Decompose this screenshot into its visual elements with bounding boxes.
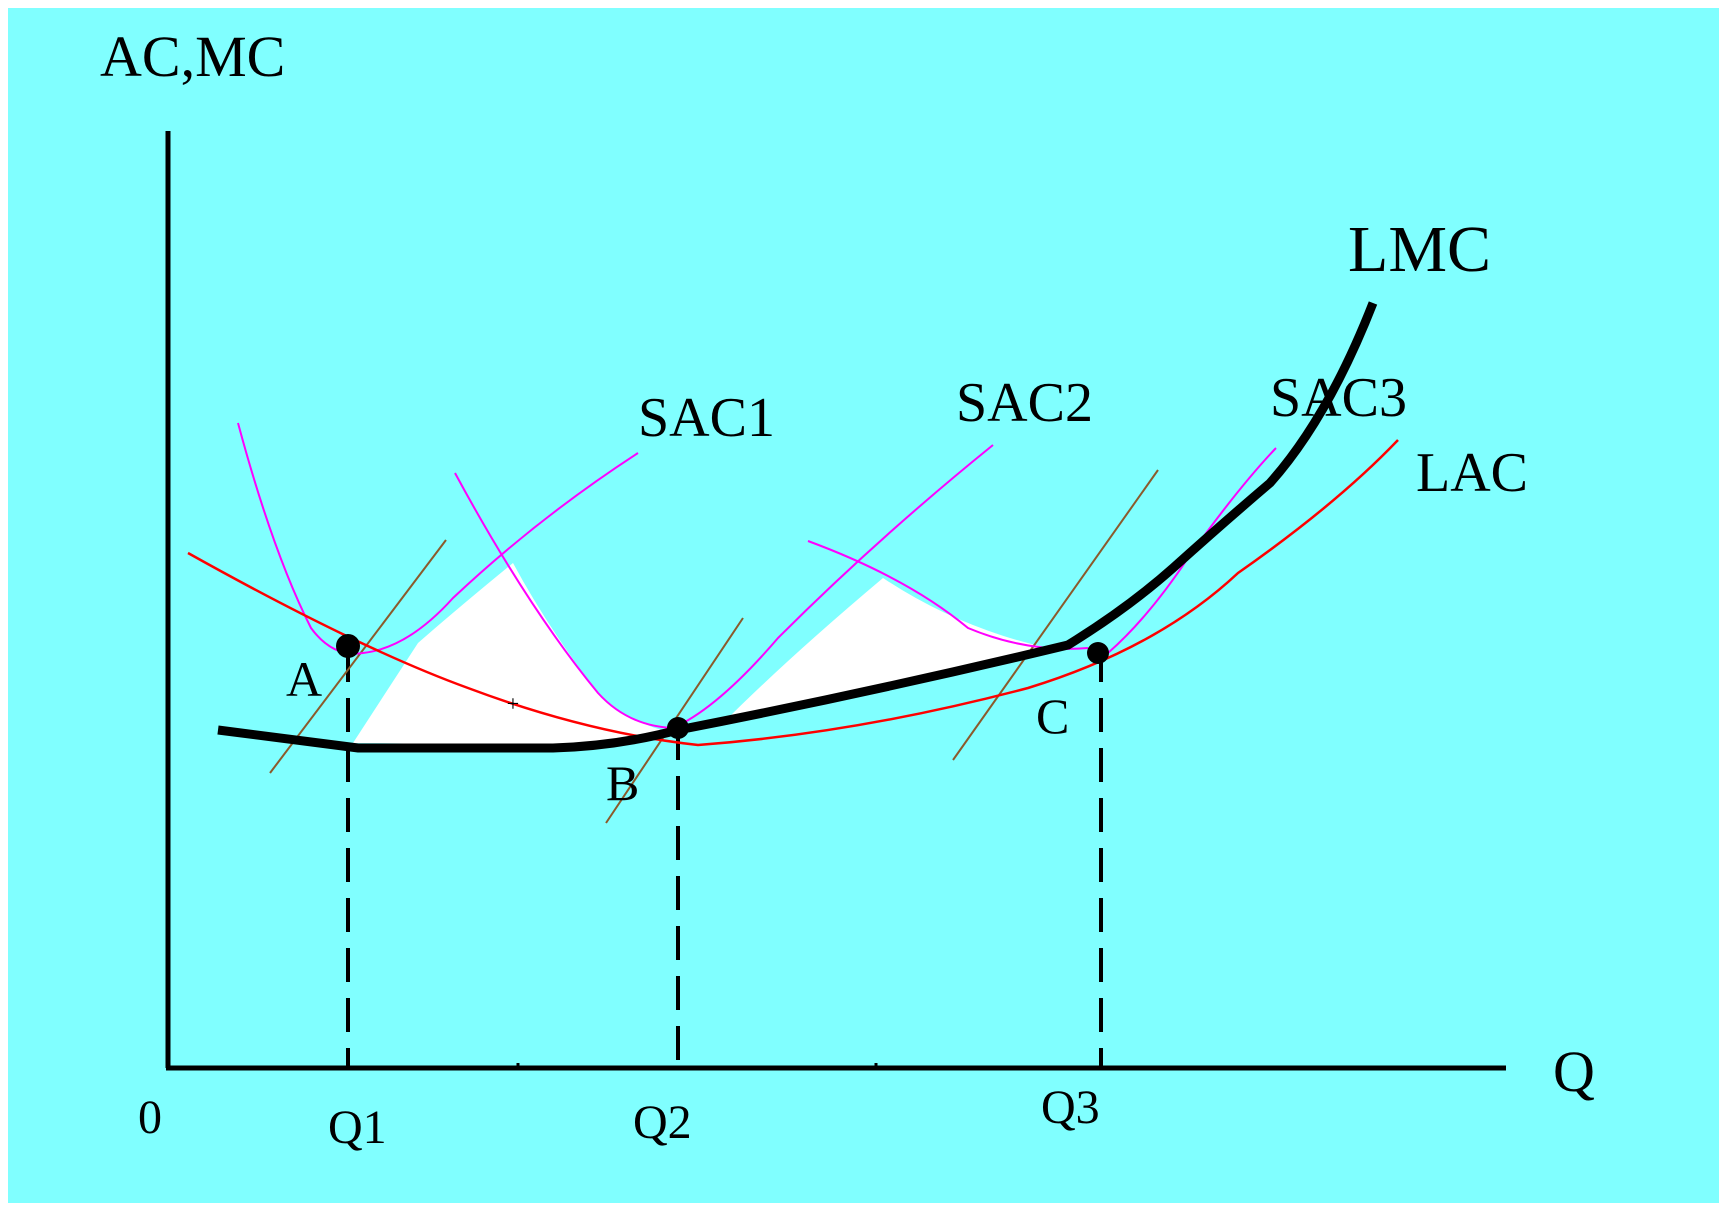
smc-line-3 <box>952 469 1159 761</box>
point-a-marker <box>336 634 360 658</box>
diagram-canvas: + AC,MC Q 0 Q1 Q2 Q3 A B C LMC LAC SAC1 … <box>8 8 1719 1203</box>
point-c-marker <box>1087 642 1109 664</box>
lac-curve <box>187 439 1399 747</box>
lmc-label: LMC <box>1348 213 1491 286</box>
lmc-curve <box>217 301 1378 753</box>
shaded-region-2 <box>723 578 1048 723</box>
y-axis-label: AC,MC <box>100 24 285 89</box>
smc-line-1 <box>269 539 447 774</box>
sac1-label: SAC1 <box>638 387 775 449</box>
shaded-region-1 <box>353 563 673 748</box>
point-c-label: C <box>1036 688 1069 744</box>
sac3-label: SAC3 <box>1270 367 1407 429</box>
lac-label: LAC <box>1416 442 1528 504</box>
q2-label: Q2 <box>633 1096 692 1149</box>
q3-label: Q3 <box>1041 1081 1100 1134</box>
point-b-marker <box>667 717 689 739</box>
origin-label: 0 <box>138 1091 162 1144</box>
x-axis-label: Q <box>1553 1039 1595 1104</box>
sac2-label: SAC2 <box>956 372 1093 434</box>
point-a-label: A <box>286 651 322 707</box>
q1-label: Q1 <box>328 1101 387 1154</box>
small-plus-mark: + <box>507 691 519 716</box>
cost-curves-diagram: + AC,MC Q 0 Q1 Q2 Q3 A B C LMC LAC SAC1 … <box>100 24 1595 1154</box>
point-b-label: B <box>606 755 639 811</box>
sac1-curve <box>237 422 639 655</box>
